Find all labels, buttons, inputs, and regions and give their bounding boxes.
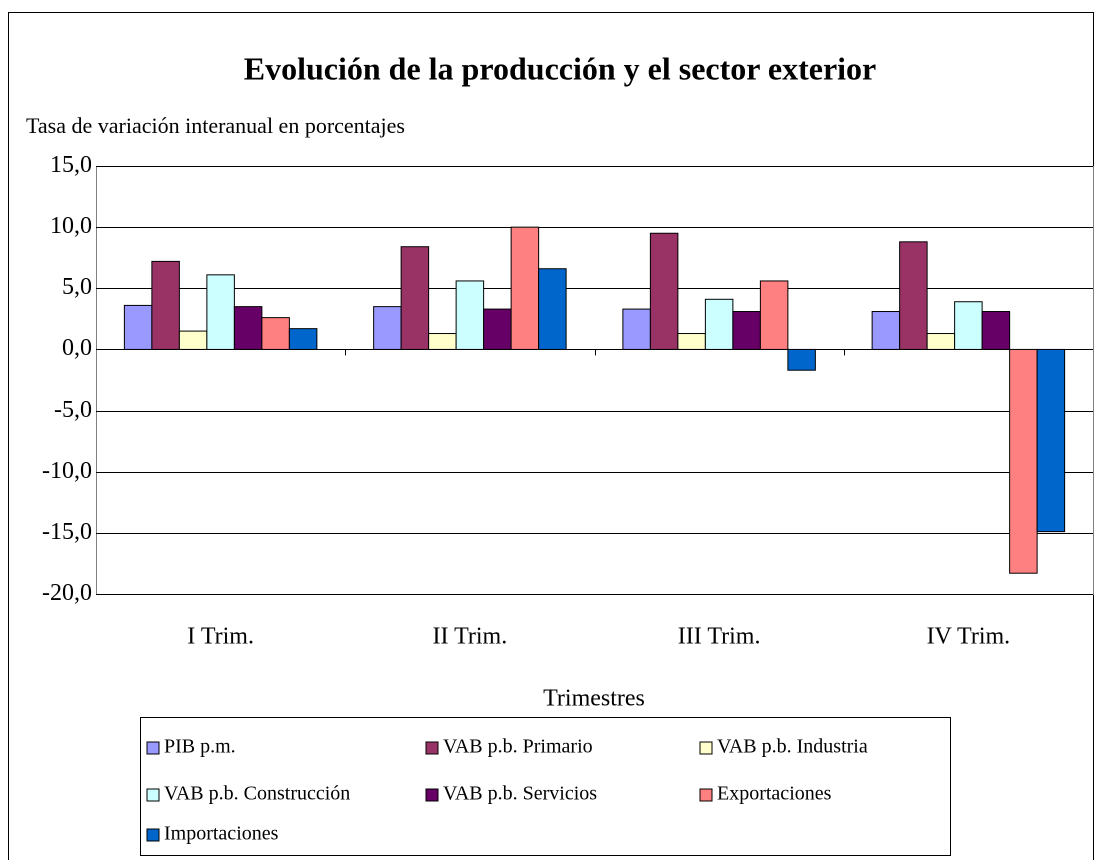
legend-swatch [146,741,160,755]
bar [1009,348,1038,574]
legend-label: VAB p.b. Industria [717,736,868,758]
bar [233,306,263,350]
legend-swatch [699,788,713,802]
bar [373,306,402,350]
bar [704,298,734,350]
legend-swatch [699,741,713,755]
bar [954,301,983,350]
bar [926,333,956,350]
bar [899,241,928,350]
legend-label: VAB p.b. Primario [443,736,593,758]
bar [759,280,789,350]
chart-title: Evolución de la producción y el sector e… [244,50,877,86]
bar [178,330,208,350]
legend-swatch [146,828,160,842]
y-tick-label: 10,0 [50,213,92,239]
legend-swatch [146,788,160,802]
x-tick-label: I Trim. [187,624,254,650]
y-tick-label: 0,0 [62,335,92,361]
bar [400,246,430,350]
y-tick-label: 5,0 [62,274,92,300]
legend [140,717,951,856]
bar [510,226,540,350]
bar [206,274,235,350]
legend-label: VAB p.b. Construcción [164,783,350,805]
x-tick-label: IV Trim. [927,624,1011,650]
bar [538,268,567,350]
chart-subtitle: Tasa de variación interanual en porcenta… [26,113,405,138]
bar [288,328,318,350]
bar [981,311,1011,350]
y-tick-label: -15,0 [42,519,92,545]
x-axis-label: Trimestres [543,686,645,712]
bar [455,280,485,350]
legend-swatch [425,741,439,755]
bar [123,304,153,350]
bar [622,308,651,350]
plot-area [96,166,1094,595]
bar [151,260,180,350]
bar [677,333,706,350]
legend-swatch [425,788,439,802]
legend-label: Exportaciones [717,783,832,805]
legend-label: VAB p.b. Servicios [443,783,597,805]
bar [1036,348,1066,533]
bar [732,311,761,350]
x-tick-label: III Trim. [678,624,761,650]
bar [649,232,679,350]
y-tick-label: -20,0 [42,580,92,606]
bar [428,333,457,350]
legend-label: PIB p.m. [164,736,236,758]
bar [787,348,816,371]
y-tick-label: -10,0 [42,458,92,484]
bar [261,317,290,350]
bar [483,308,512,350]
y-tick-label: -5,0 [54,397,92,423]
x-tick-label: II Trim. [433,624,508,650]
y-tick-label: 15,0 [50,152,92,178]
legend-label: Importaciones [164,823,279,845]
bar [871,311,901,350]
